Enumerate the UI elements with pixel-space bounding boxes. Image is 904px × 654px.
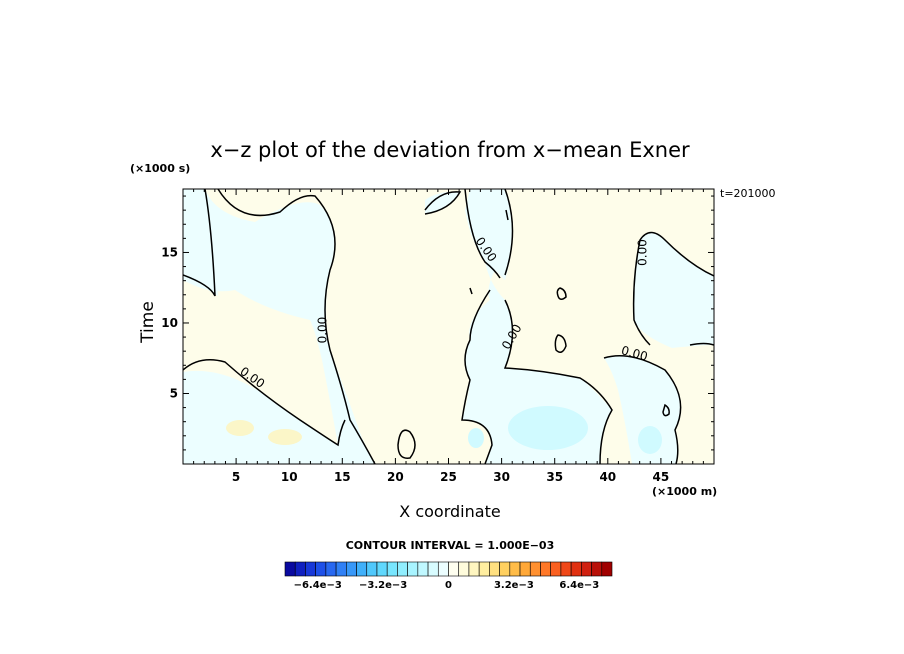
negative-patch-1 <box>508 406 588 450</box>
contour-label: 0.00 <box>635 239 649 266</box>
colorbar-swatch <box>397 561 408 577</box>
y-tick-label: 5 <box>170 386 178 400</box>
x-tick-label: 10 <box>281 470 298 484</box>
colorbar-swatch <box>550 561 562 577</box>
colorbar-tick-label: −6.4e−3 <box>294 580 342 591</box>
colorbar-swatch <box>468 561 480 577</box>
colorbar-swatch <box>448 561 460 577</box>
contour-line-3 <box>183 359 346 447</box>
negative-patch-2 <box>638 426 662 454</box>
colorbar-swatch <box>581 561 592 577</box>
x-tick-label: 35 <box>546 470 563 484</box>
colorbar-swatch <box>315 561 327 577</box>
contour-lines <box>183 189 714 464</box>
contour-line-2 <box>217 189 376 464</box>
positive-patch-2 <box>268 429 302 445</box>
colorbar-swatch <box>335 561 347 577</box>
contour-line-8 <box>503 299 613 464</box>
colorbar-swatch <box>284 561 296 577</box>
plot-area: 0.000.000.000.000.000.00 <box>183 189 714 464</box>
y-axis-ticks: 5 10 15 <box>161 195 714 451</box>
positive-patch-1 <box>226 420 254 436</box>
contour-label: 0.00 <box>620 343 649 363</box>
colorbar-swatch <box>519 561 531 577</box>
negative-region-top-center <box>425 191 460 214</box>
colorbar-swatch <box>305 561 316 577</box>
x-tick-label: 40 <box>599 470 616 484</box>
x-axis-ticks: 5 10 15 20 25 30 35 40 45 <box>193 189 704 484</box>
contour-line-4 <box>424 191 462 215</box>
colorbar-swatch <box>529 561 541 577</box>
colorbar-swatch <box>294 561 306 577</box>
colorbar: −6.4e−3 −3.2e−3 0 3.2e−3 6.4e−3 <box>284 561 613 591</box>
contour-line-7 <box>461 289 493 464</box>
colorbar-tick-label: −3.2e−3 <box>359 580 407 591</box>
colorbar-swatch <box>407 561 419 577</box>
contour-interval-label: CONTOUR INTERVAL = 1.000E−03 <box>345 539 555 552</box>
y-tick-label: 15 <box>161 245 178 259</box>
y-axis-unit: (×1000 s) <box>130 162 191 175</box>
contour-line-6 <box>504 189 514 276</box>
contour-line-16 <box>505 209 509 221</box>
colorbar-swatch <box>376 561 388 577</box>
contour-line-1 <box>183 189 216 297</box>
x-tick-label: 5 <box>232 470 240 484</box>
colorbar-swatch <box>560 561 572 577</box>
contour-line-5 <box>464 189 501 279</box>
x-tick-label: 15 <box>334 470 351 484</box>
colorbar-swatch <box>437 561 449 577</box>
chart-title: x−z plot of the deviation from x−mean Ex… <box>210 138 690 162</box>
colorbar-swatch <box>570 561 582 577</box>
colorbar-swatch <box>478 561 490 577</box>
colorbar-swatch <box>325 561 337 577</box>
colorbar-swatch <box>540 561 551 577</box>
negative-region-left <box>183 189 375 464</box>
colorbar-swatch <box>601 561 613 577</box>
x-axis-label: X coordinate <box>399 502 501 521</box>
time-label: t=201000 <box>720 187 776 200</box>
colorbar-tick-label: 3.2e−3 <box>494 580 534 591</box>
contour-line-15 <box>662 403 670 417</box>
contour-line-10 <box>603 355 682 464</box>
contour-line-14 <box>554 334 567 353</box>
contour-line-13 <box>556 287 567 300</box>
colorbar-swatch <box>509 561 521 577</box>
y-tick-label: 10 <box>161 316 178 330</box>
x-tick-label: 30 <box>493 470 510 484</box>
colorbar-swatch <box>346 561 357 577</box>
colorbar-swatch <box>458 561 470 577</box>
negative-region-right <box>633 232 714 348</box>
contour-line-17 <box>469 287 473 295</box>
negative-region-center <box>462 189 612 464</box>
colorbar-swatch <box>591 561 603 577</box>
colorbar-tick-label: 0 <box>445 580 452 591</box>
colorbar-swatch <box>356 561 368 577</box>
x-tick-label: 25 <box>440 470 457 484</box>
contour-line-11 <box>689 342 714 346</box>
colorbar-swatch <box>489 561 500 577</box>
colorbar-swatch <box>366 561 378 577</box>
colorbar-tick-label: 6.4e−3 <box>559 580 599 591</box>
contour-label: 0.00 <box>316 317 330 344</box>
x-axis-unit: (×1000 m) <box>652 485 718 498</box>
colorbar-swatch <box>499 561 511 577</box>
contour-line-12 <box>397 429 416 459</box>
x-tick-label: 45 <box>653 470 670 484</box>
colorbar-swatch <box>417 561 429 577</box>
colorbar-swatch <box>427 561 439 577</box>
x-tick-label: 20 <box>387 470 404 484</box>
negative-patch-3 <box>468 428 484 448</box>
colorbar-swatch <box>386 561 398 577</box>
contour-line-9 <box>632 231 714 346</box>
